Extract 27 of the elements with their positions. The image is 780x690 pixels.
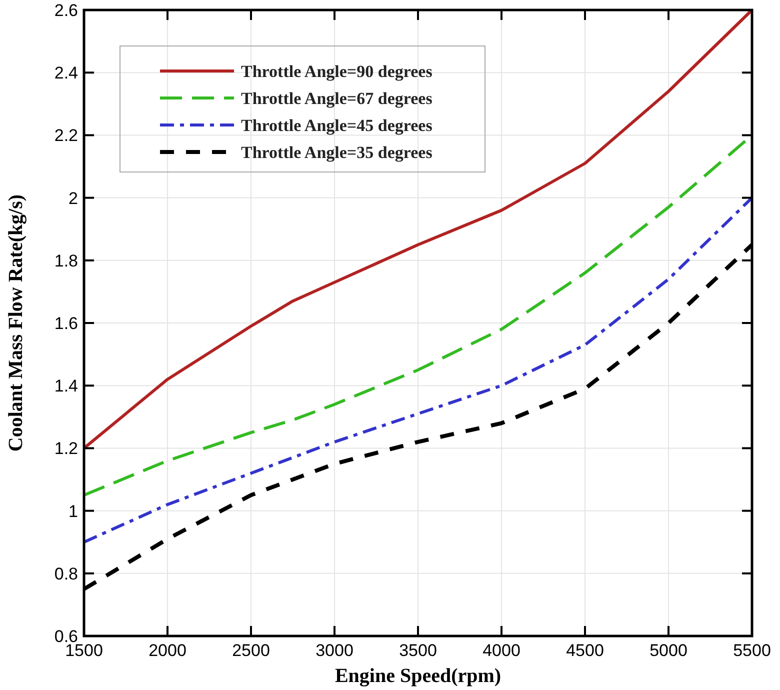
x-tick-label: 4000 [482, 641, 520, 660]
legend-label: Throttle Angle=90 degrees [241, 62, 433, 81]
x-tick-label: 3000 [316, 641, 354, 660]
y-tick-label: 1.2 [54, 439, 78, 458]
y-tick-label: 1.6 [54, 314, 78, 333]
line-series [82, 196, 754, 544]
y-tick-label: 2 [68, 188, 78, 208]
x-tick-label: 4500 [566, 641, 604, 660]
line-series [82, 8, 754, 450]
x-tick-label: 2500 [232, 641, 270, 660]
y-tick-label: 2.2 [54, 126, 78, 146]
y-tick-label: 0.8 [54, 564, 78, 584]
y-axis-title: Coolant Mass Flow Rate(kg/s) [5, 194, 27, 452]
y-tick-label: 2.4 [54, 64, 78, 83]
x-axis-title: Engine Speed(rpm) [334, 665, 502, 687]
x-tick-label: 5000 [650, 641, 688, 660]
y-tick-label: 1 [68, 502, 78, 521]
y-tick-label: 1.4 [54, 376, 78, 396]
y-tick-label: 1.8 [54, 251, 78, 270]
x-tick-label: 1500 [65, 641, 103, 660]
legend-label: Throttle Angle=67 degrees [241, 88, 433, 108]
x-tick-label: 5500 [733, 641, 771, 660]
x-tick-label: 3500 [399, 641, 437, 660]
legend-label: Throttle Angle=45 degrees [241, 116, 433, 135]
legend-label: Throttle Angle=35 degrees [241, 142, 433, 162]
x-tick-label: 2000 [148, 641, 186, 660]
y-tick-label: 2.6 [54, 0, 78, 20]
